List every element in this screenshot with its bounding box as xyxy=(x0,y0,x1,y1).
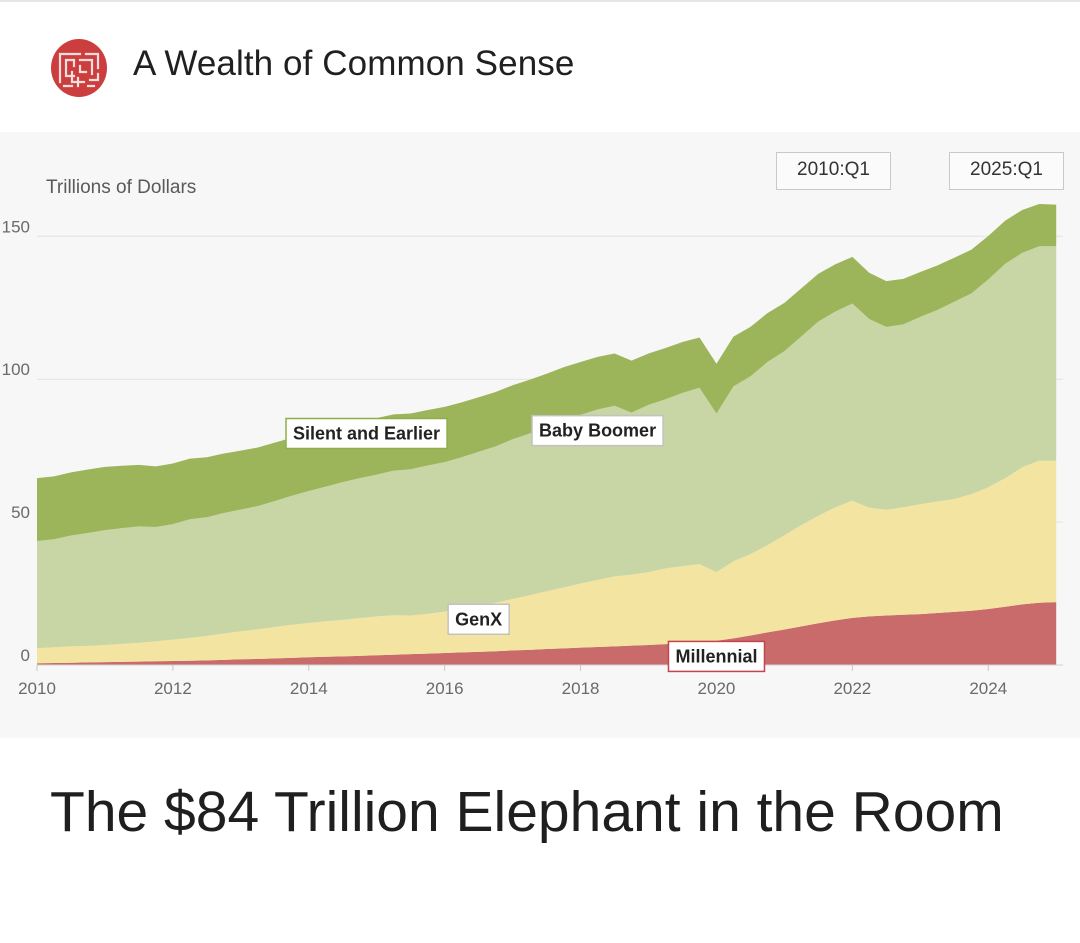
x-tick-label: 2024 xyxy=(969,679,1007,698)
x-tick-label: 2014 xyxy=(290,679,328,698)
y-tick-label: 150 xyxy=(2,217,30,236)
x-tick-label: 2010 xyxy=(18,679,56,698)
annotation-label: Silent and Earlier xyxy=(285,417,448,450)
x-tick-label: 2012 xyxy=(154,679,192,698)
site-name[interactable]: A Wealth of Common Sense xyxy=(133,44,575,83)
area-baby-boomer xyxy=(37,246,1057,649)
annotation-box xyxy=(531,414,664,447)
annotation-box xyxy=(667,640,766,673)
maze-icon[interactable] xyxy=(50,38,108,98)
annotation-box xyxy=(285,417,448,450)
y-tick-label: 100 xyxy=(2,360,30,379)
area-millennial xyxy=(37,602,1057,665)
chart-panel: 0 50 100 150 2010 2012 2014 2016 2018 2020 2022 202… xyxy=(0,132,1080,738)
wealth-area-chart: 0 50 100 150 2010 2012 2014 2016 2018 2020 2022 202… xyxy=(2,203,1063,698)
article-title[interactable]: The $84 Trillion Elephant in the Room xyxy=(50,780,1004,844)
annotation-box xyxy=(447,603,510,636)
area-silent-and-earlier xyxy=(37,203,1057,541)
y-axis-title: Trillions of Dollars xyxy=(46,177,197,198)
site-header: A Wealth of Common Sense xyxy=(0,30,1080,110)
annotation-label: GenX xyxy=(447,603,510,636)
x-tick-label: 2018 xyxy=(562,679,600,698)
y-tick-label: 0 xyxy=(21,646,30,665)
x-tick-label: 2020 xyxy=(698,679,736,698)
range-start-input[interactable]: 2010:Q1 xyxy=(776,152,891,190)
annotation-text: Silent and Earlier xyxy=(293,423,440,443)
annotation-label: Baby Boomer xyxy=(531,414,664,447)
top-divider xyxy=(0,0,1080,2)
annotation-label: Millennial xyxy=(667,640,766,673)
x-tick-label: 2022 xyxy=(833,679,871,698)
range-end-input[interactable]: 2025:Q1 xyxy=(949,152,1064,190)
x-tick-label: 2016 xyxy=(426,679,464,698)
annotation-text: Millennial xyxy=(675,646,757,666)
annotation-text: GenX xyxy=(455,609,502,629)
annotation-text: Baby Boomer xyxy=(539,421,656,441)
y-tick-label: 50 xyxy=(11,503,30,522)
area-genx xyxy=(37,460,1057,664)
